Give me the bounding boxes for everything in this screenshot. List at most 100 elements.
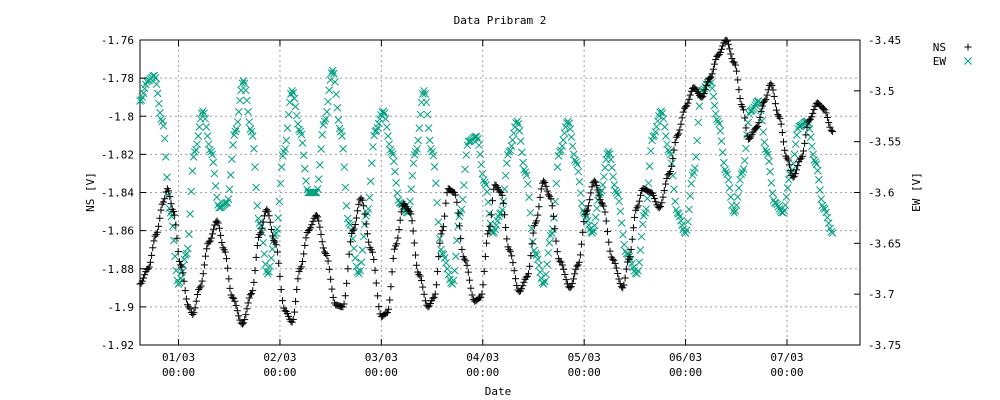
data-point-ew [571,156,579,164]
y2-tick-label: -3.6 [868,187,895,200]
data-point-ns [173,234,181,242]
legend-marker-ns [964,43,972,51]
data-point-ew [767,179,776,187]
data-point-ns [138,277,146,285]
data-point-ns [232,302,240,310]
data-point-ns [603,228,611,236]
data-point-ew [768,189,777,197]
data-point-ew [261,260,270,269]
data-point-ns [323,251,331,259]
data-point-ns [558,261,566,269]
data-point-ew [783,184,792,192]
data-point-ns [214,219,222,227]
data-point-ew [207,147,215,156]
data-point-ns [754,122,762,130]
data-point-ns [180,277,188,285]
legend-marker-ew [964,57,972,65]
data-point-ns [791,170,799,178]
data-point-ew [324,97,332,106]
data-point-ew [612,188,621,197]
data-point-ns [235,312,243,320]
data-point-ew [241,86,250,95]
data-point-ew [388,150,397,159]
data-point-ns [746,135,754,143]
data-point-ns [240,319,248,327]
data-point-ns [823,114,831,122]
data-point-ew [387,147,396,156]
x-tick-label-time: 00:00 [162,366,195,379]
data-point-ew [614,190,622,199]
data-point-ew [677,216,685,225]
data-point-ns [707,73,715,81]
data-point-ns [676,126,684,134]
data-point-ns [410,239,418,247]
data-point-ew [694,118,703,127]
data-point-ew [178,268,186,276]
data-point-ns [510,267,518,275]
data-point-ns [718,45,726,53]
data-point-ew [609,172,617,181]
data-point-ns [439,223,447,231]
data-point-ew [482,180,490,189]
data-point-ns [314,213,322,221]
data-point-ew [687,179,696,188]
data-point-ns [155,222,163,230]
data-point-ns [758,102,766,110]
data-point-ns [709,65,717,73]
x-tick-label-date: 04/03 [466,351,499,364]
data-point-ew [203,132,212,140]
data-point-ew [762,147,771,156]
data-point-ns [825,119,833,127]
data-point-ns [593,181,601,189]
data-point-ns [198,277,206,285]
data-point-ew [824,219,833,228]
data-point-ew [356,266,365,275]
data-point-ns [390,245,398,253]
data-point-ns [193,290,201,298]
data-point-ns [385,305,393,313]
data-point-ns [547,195,555,203]
data-point-ew [690,164,699,172]
data-point-ns [719,42,727,50]
data-point-ew [638,220,647,229]
data-point-ns [628,235,636,243]
data-point-ns [511,275,519,283]
data-point-ns [263,206,271,214]
data-point-ns [706,74,714,82]
data-point-ew [182,249,191,258]
data-point-ns [242,311,250,319]
data-point-ew [484,198,493,206]
data-point-ns [249,287,257,295]
data-point-ns [452,191,460,199]
data-point-ew [285,98,294,107]
data-point-ew [619,230,627,239]
data-point-ns [341,292,349,300]
data-point-ew [406,197,414,206]
y2-tick-label: -3.65 [868,237,901,250]
data-point-ew [476,150,485,159]
data-point-ew [761,145,770,154]
data-point-ew [590,221,599,230]
data-point-ns [264,207,272,215]
data-point-ew [478,169,487,178]
data-point-ew [282,136,291,145]
data-point-ns [436,239,444,247]
data-point-ew [358,246,367,254]
data-point-ew [604,147,613,156]
data-point-ew [710,101,719,110]
data-point-ns [633,204,641,212]
data-point-ns [189,311,197,318]
data-point-ns [327,275,335,283]
data-point-ew [159,122,168,130]
data-point-ns [290,308,298,316]
data-point-ns [230,294,238,302]
data-point-ew [161,153,170,161]
data-point-ew [421,90,429,98]
data-point-ew [389,157,398,166]
data-point-ew [552,179,561,188]
data-point-ns [435,253,443,261]
data-point-ns [778,129,786,137]
data-point-ew [791,140,800,149]
data-point-ns [339,303,347,311]
data-point-ew [588,229,597,238]
